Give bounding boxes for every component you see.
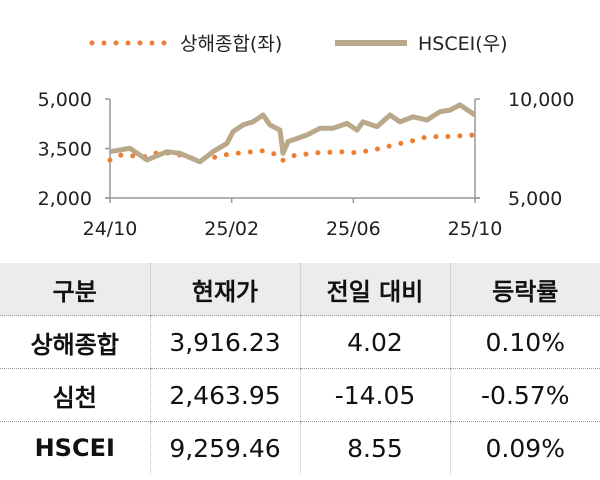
left-tick-label: 3,500 — [38, 139, 92, 161]
row-change: 8.55 — [299, 421, 450, 474]
row-price: 2,463.95 — [149, 368, 300, 422]
x-tick-label: 25/10 — [448, 218, 503, 240]
right-tick-label: 5,000 — [508, 188, 562, 210]
legend-label: 상해종합(좌) — [180, 33, 282, 55]
index-line-chart: 2,000 3,500 5,000 5,000 10,000 24/10 25/02 25/0… — [38, 33, 575, 240]
right-tick-label: 10,000 — [508, 89, 574, 111]
row-price: 3,916.23 — [149, 315, 300, 369]
index-table: 구분 현재가 전일 대비 등락률 상해종합 3,916.23 4.02 0.10… — [0, 263, 600, 474]
x-tick-label: 25/02 — [204, 218, 259, 240]
row-name: 심천 — [0, 368, 150, 422]
x-tick-label: 24/10 — [83, 218, 138, 240]
row-change-rate: 0.09% — [449, 421, 600, 474]
row-name: 상해종합 — [0, 315, 150, 369]
row-change: -14.05 — [299, 368, 450, 422]
header-price: 현재가 — [149, 263, 300, 316]
header-change: 전일 대비 — [299, 263, 450, 316]
row-change: 4.02 — [299, 315, 450, 369]
table-row: 심천 2,463.95 -14.05 -0.57% — [0, 368, 600, 422]
series-line-hscei — [109, 102, 477, 165]
left-tick-label: 2,000 — [38, 188, 92, 210]
row-name: HSCEI — [34, 434, 115, 462]
table-header-row: 구분 현재가 전일 대비 등락률 — [0, 263, 600, 316]
header-change-rate: 등락률 — [449, 263, 600, 316]
row-price: 9,259.46 — [149, 421, 300, 474]
table-row: HSCEI 9,259.46 8.55 0.09% — [0, 421, 600, 474]
x-tick-label: 25/06 — [326, 218, 381, 240]
table-row: 상해종합 3,916.23 4.02 0.10% — [0, 315, 600, 369]
header-category: 구분 — [0, 263, 150, 316]
row-change-rate: 0.10% — [449, 315, 600, 369]
left-tick-label: 5,000 — [38, 89, 92, 111]
legend-label: HSCEI(우) — [418, 33, 508, 55]
row-change-rate: -0.57% — [449, 368, 600, 422]
